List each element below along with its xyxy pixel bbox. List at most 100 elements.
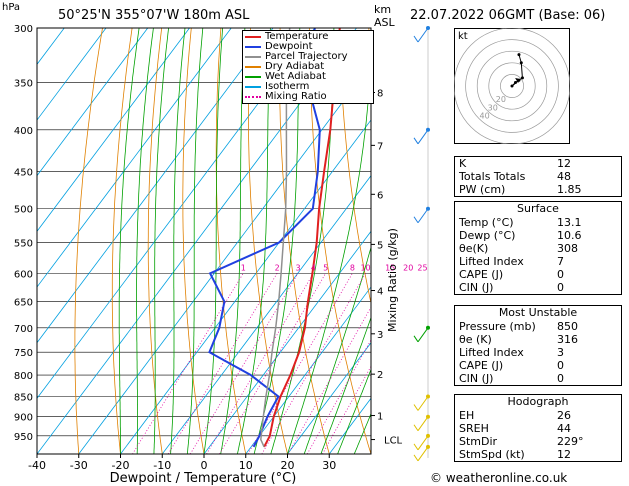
temperature-axis: -40 -30 -20 -10 0 10 20 30	[28, 454, 336, 472]
pressure-tick-label: 750	[14, 348, 33, 359]
temperature-tick-label: -30	[70, 459, 88, 472]
index-name: Pressure (mb)	[459, 320, 536, 333]
index-name: CAPE (J)	[459, 268, 504, 281]
index-value: 12	[557, 448, 571, 461]
isotherm	[37, 28, 232, 288]
wet-adiabat	[170, 28, 186, 454]
index-value: 44	[557, 422, 571, 435]
legend-label: Dry Adiabat	[265, 61, 325, 72]
mixing-ratio-line	[189, 273, 299, 454]
temperature-tick-label: 0	[201, 459, 208, 472]
wet-adiabat	[237, 28, 271, 454]
dry-adiabat	[111, 28, 133, 454]
index-row: θe(K) 308	[455, 242, 621, 255]
hodograph-ring-label: 40	[480, 111, 490, 120]
dry-adiabat	[182, 28, 205, 454]
pressure-tick-label: 900	[14, 413, 33, 424]
index-name: θe (K)	[459, 333, 492, 346]
dry-adiabat	[74, 28, 103, 454]
surface-table: Surface Temp (°C) 13.1 Dewp (°C) 10.6 θe(K) 3…	[454, 201, 622, 295]
index-name: PW (cm)	[459, 183, 506, 196]
dry-adiabat	[398, 28, 450, 454]
legend-item: Dewpoint	[245, 42, 371, 52]
pressure-tick-label: 650	[14, 298, 33, 309]
wind-barbs	[413, 26, 430, 462]
index-row: StmSpd (kt) 12	[455, 448, 621, 461]
index-row: StmDir 229°	[455, 435, 621, 448]
hodograph-unit: kt	[458, 31, 468, 42]
isotherm	[413, 28, 450, 454]
legend-label: Dewpoint	[265, 41, 313, 52]
altitude-tick-label: 3	[377, 330, 383, 341]
wet-adiabat	[203, 28, 223, 454]
isotherm	[161, 175, 371, 454]
legend-item: Mixing Ratio	[245, 92, 371, 102]
index-name: SREH	[459, 422, 489, 435]
wet-adiabat	[337, 368, 371, 454]
wet-adiabat	[270, 28, 335, 454]
wet-adiabat	[303, 245, 371, 454]
altitude-axis: 8 7 6 5 4 3 2 1 LCL	[371, 89, 403, 447]
surface-title: Surface	[517, 202, 559, 215]
isotherm	[37, 28, 149, 177]
pressure-tick-label: 300	[14, 24, 33, 35]
legend-label: Parcel Trajectory	[265, 51, 348, 62]
altitude-tick-label: 2	[377, 370, 383, 381]
pressure-tick-label: 850	[14, 392, 33, 403]
altitude-tick-label: 1	[377, 412, 383, 423]
mixing-ratio-label: 1	[241, 263, 246, 272]
index-value: 0	[557, 359, 564, 372]
wind-barb-flag	[413, 216, 419, 224]
isotherm	[203, 230, 371, 454]
hodograph-ring-label: 20	[496, 95, 506, 104]
index-name: CIN (J)	[459, 281, 494, 294]
hodograph-title: Hodograph	[507, 395, 569, 408]
temperature-tick-label: 10	[239, 459, 253, 472]
index-name: Temp (°C)	[459, 216, 514, 229]
legend-label: Wet Adiabat	[265, 71, 326, 82]
index-value: 229°	[557, 435, 584, 448]
temperature-tick-label: -40	[28, 459, 46, 472]
altitude-tick-label: 5	[377, 240, 383, 251]
x-axis-label: Dewpoint / Temperature (°C)	[110, 471, 297, 486]
indices-basic-table: K 12 Totals Totals 48 PW (cm) 1.85	[454, 156, 622, 197]
isotherm	[37, 28, 190, 232]
hodograph-point	[520, 76, 524, 80]
index-value: 850	[557, 320, 578, 333]
footer-credit: © weatheronline.co.uk	[430, 471, 568, 485]
legend-swatch	[245, 76, 261, 78]
index-value: 0	[557, 268, 564, 281]
index-value: 12	[557, 157, 571, 170]
isotherm	[287, 342, 371, 454]
km-label: km	[374, 3, 392, 16]
legend-swatch	[245, 46, 261, 48]
index-value: 0	[557, 372, 564, 385]
legend-swatch	[245, 56, 261, 58]
altitude-tick-label: 7	[377, 141, 383, 152]
legend-swatch	[245, 86, 261, 88]
pressure-tick-label: 500	[14, 205, 33, 216]
hodograph-ring-label: 30	[488, 103, 498, 112]
wet-adiabat	[153, 28, 169, 454]
pressure-tick-label: 400	[14, 126, 33, 137]
isotherm	[37, 28, 274, 344]
wind-barb-shaft	[417, 208, 429, 224]
temperature-tick-label: 30	[322, 459, 336, 472]
index-value: 1.85	[557, 183, 582, 196]
index-row: θe (K) 316	[455, 333, 621, 346]
mixing-ratio-line	[322, 365, 371, 454]
skew-t-diagram: 3003504004505005506006507007508008509009…	[14, 24, 450, 486]
hodograph-point	[517, 53, 521, 57]
index-row: CAPE (J) 0	[455, 268, 621, 281]
mixing-ratio-label: 4	[311, 263, 316, 272]
index-name: Lifted Index	[459, 255, 524, 268]
legend-label: Mixing Ratio	[265, 91, 327, 102]
mixing-ratio-label: 8	[350, 263, 355, 272]
mixing-ratio-label: 3	[295, 263, 300, 272]
legend-swatch	[245, 36, 261, 38]
pressure-tick-label: 950	[14, 432, 33, 443]
dry-adiabat	[147, 28, 163, 454]
mixing-ratio-labels: 1 2 3 4 5 8 10 15 20 25	[241, 263, 428, 272]
wind-barb-flag	[413, 35, 419, 43]
